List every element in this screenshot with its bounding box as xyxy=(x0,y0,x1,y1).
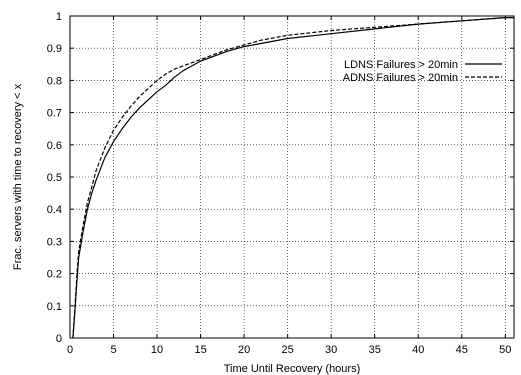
x-tick-label: 50 xyxy=(499,344,511,356)
series-lines xyxy=(72,17,514,339)
x-tick-label: 20 xyxy=(238,344,250,356)
y-axis-title: Frac. servers with time to recovery < x xyxy=(12,83,24,270)
x-tick-label: 40 xyxy=(412,344,424,356)
x-tick-label: 5 xyxy=(110,344,116,356)
y-tick-label: 0.2 xyxy=(47,269,62,281)
legend-label-adns: ADNS Failures > 20min xyxy=(343,72,458,84)
x-tick-label: 30 xyxy=(325,344,337,356)
x-tick-label: 15 xyxy=(194,344,206,356)
x-tick-label: 45 xyxy=(456,344,468,356)
series-line-ldns xyxy=(72,17,514,339)
y-tick-label: 0.9 xyxy=(47,43,62,55)
y-tick-label: 0.1 xyxy=(47,301,62,313)
axis-ticks xyxy=(69,15,514,339)
x-tick-label: 35 xyxy=(369,344,381,356)
x-tick-label: 25 xyxy=(282,344,294,356)
x-axis-title: Time Until Recovery (hours) xyxy=(224,363,361,375)
y-tick-label: 1 xyxy=(56,11,62,23)
y-tick-label: 0.5 xyxy=(47,172,62,184)
x-tick-label: 10 xyxy=(151,344,163,356)
y-tick-label: 0.8 xyxy=(47,75,62,87)
series-line-adns xyxy=(72,17,514,339)
grid xyxy=(70,16,514,338)
legend: LDNS Failures > 20min ADNS Failures > 20… xyxy=(343,59,502,84)
legend-label-ldns: LDNS Failures > 20min xyxy=(344,59,458,71)
y-tick-label: 0.4 xyxy=(47,204,62,216)
x-tick-label: 0 xyxy=(67,344,73,356)
y-tick-label: 0 xyxy=(56,333,62,345)
tick-labels: 0 5 10 15 20 25 30 35 40 45 50 0 0.1 0.2 0.3 0.4 0.5 0.6 0… xyxy=(47,11,512,356)
y-tick-label: 0.6 xyxy=(47,140,62,152)
y-tick-label: 0.7 xyxy=(47,108,62,120)
y-tick-label: 0.3 xyxy=(47,236,62,248)
